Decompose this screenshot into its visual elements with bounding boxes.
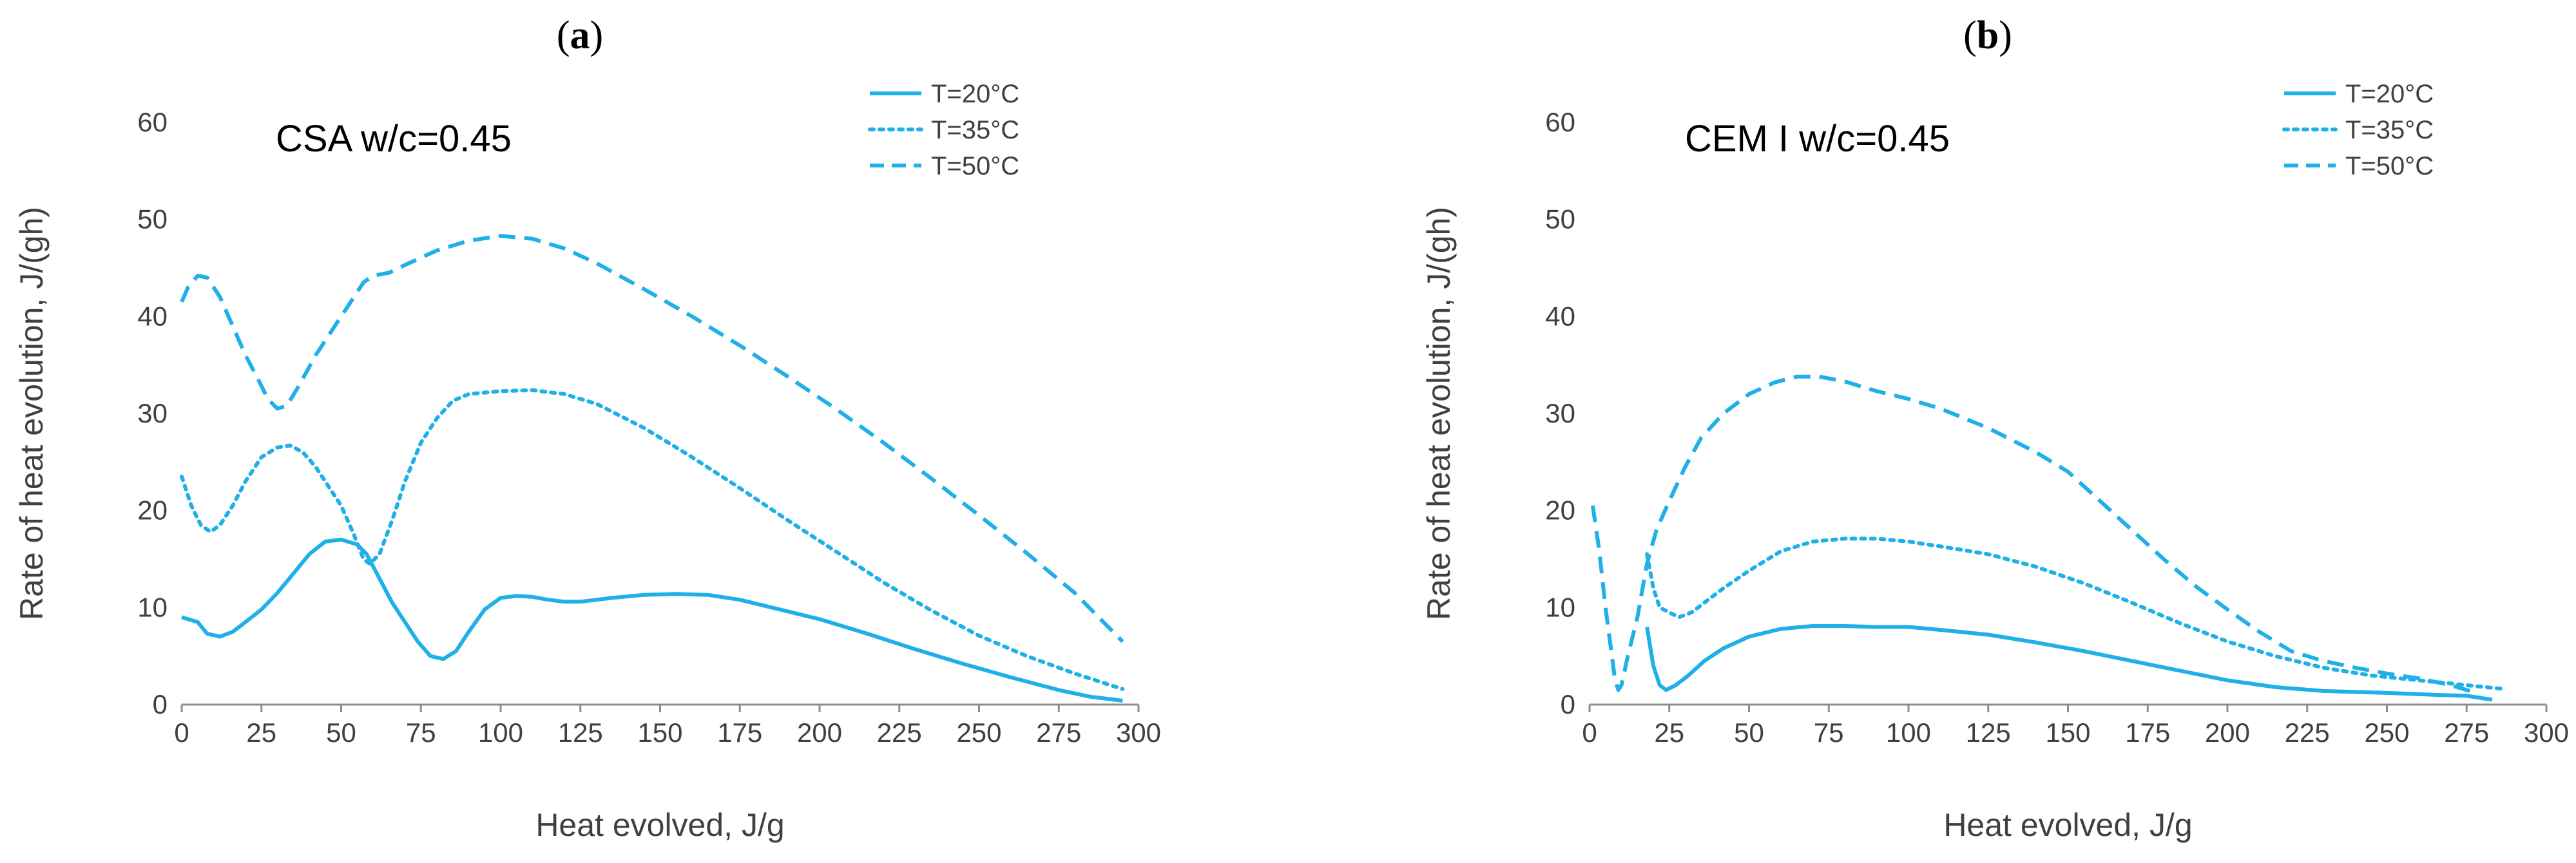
- chart-panel-b: (b) 0 25 50 75 100 125 150 175 200 225 250 275 300 0 10…: [1421, 14, 2569, 843]
- panel-letter: b: [1977, 14, 1999, 57]
- x-tick-label: 300: [2524, 717, 2569, 748]
- chart-title: CEM I w/c=0.45: [1685, 118, 1950, 160]
- x-tick-label: 75: [406, 717, 436, 748]
- x-tick-label: 250: [2364, 717, 2409, 748]
- x-tick-label: 200: [797, 717, 842, 748]
- y-tick-label: 20: [1545, 495, 1575, 526]
- y-tick-label: 50: [137, 204, 168, 234]
- x-tick-label: 175: [2125, 717, 2170, 748]
- y-tick-label: 30: [137, 398, 168, 428]
- panel-label: (b): [1963, 14, 2012, 57]
- series-line-solid: [181, 537, 1123, 703]
- x-tick-label: 25: [246, 717, 276, 748]
- x-tick-label: 50: [326, 717, 356, 748]
- x-tick-label: 100: [478, 717, 523, 748]
- x-axis-title: Heat evolved, J/g: [1943, 807, 2192, 843]
- series-line-dotted: [1645, 536, 2507, 691]
- y-axis-title: Rate of heat evolution, J/(gh): [1421, 207, 1457, 620]
- x-tick-label: 125: [558, 717, 603, 748]
- y-tick-label: 50: [1545, 204, 1575, 234]
- series-line-solid: [1645, 624, 2493, 702]
- chart-title: CSA w/c=0.45: [276, 118, 512, 160]
- panel-letter: a: [570, 14, 590, 57]
- x-tick-label: 275: [2444, 717, 2489, 748]
- legend-label: T=20°C: [931, 80, 1019, 108]
- panel-label: (a): [557, 14, 603, 57]
- x-tick-label: 75: [1814, 717, 1844, 748]
- series-line-dashed: [1590, 374, 2477, 695]
- y-axis-title: Rate of heat evolution, J/(gh): [14, 207, 50, 620]
- legend-label: T=20°C: [2345, 80, 2434, 108]
- x-tick-label: 225: [877, 717, 922, 748]
- y-tick-label: 40: [1545, 301, 1575, 331]
- x-tick-label: 150: [2045, 717, 2090, 748]
- x-tick-label: 0: [1582, 717, 1597, 748]
- y-tick-label: 60: [137, 107, 168, 137]
- x-tick-label: 225: [2285, 717, 2330, 748]
- y-tick-label: 10: [1545, 592, 1575, 622]
- y-tick-label: 0: [1561, 689, 1575, 719]
- y-tick-label: 10: [137, 592, 168, 622]
- x-tick-label: 50: [1734, 717, 1764, 748]
- y-tick-label: 0: [153, 689, 168, 719]
- y-tick-label: 60: [1545, 107, 1575, 137]
- x-axis-title: Heat evolved, J/g: [535, 807, 784, 843]
- legend-label: T=35°C: [931, 116, 1019, 144]
- x-tick-label: 125: [1966, 717, 2011, 748]
- legend-label: T=50°C: [2345, 152, 2434, 180]
- chart-panel-a: (a) 0 25 50 75 100 125 150 175 200 225 250 275 300 0 10…: [14, 14, 1161, 843]
- series-line-dashed: [180, 234, 1124, 643]
- y-tick-label: 40: [137, 301, 168, 331]
- x-tick-label: 275: [1036, 717, 1081, 748]
- x-tick-label: 250: [956, 717, 1001, 748]
- legend-label: T=50°C: [931, 152, 1019, 180]
- x-tick-label: 25: [1654, 717, 1684, 748]
- x-tick-label: 100: [1886, 717, 1931, 748]
- y-tick-label: 20: [137, 495, 168, 526]
- series-line-dotted: [180, 388, 1125, 691]
- y-tick-label: 30: [1545, 398, 1575, 428]
- x-tick-label: 300: [1116, 717, 1161, 748]
- legend-label: T=35°C: [2345, 116, 2434, 144]
- x-tick-label: 150: [637, 717, 682, 748]
- x-tick-label: 175: [717, 717, 762, 748]
- x-tick-label: 200: [2205, 717, 2250, 748]
- x-tick-label: 0: [174, 717, 189, 748]
